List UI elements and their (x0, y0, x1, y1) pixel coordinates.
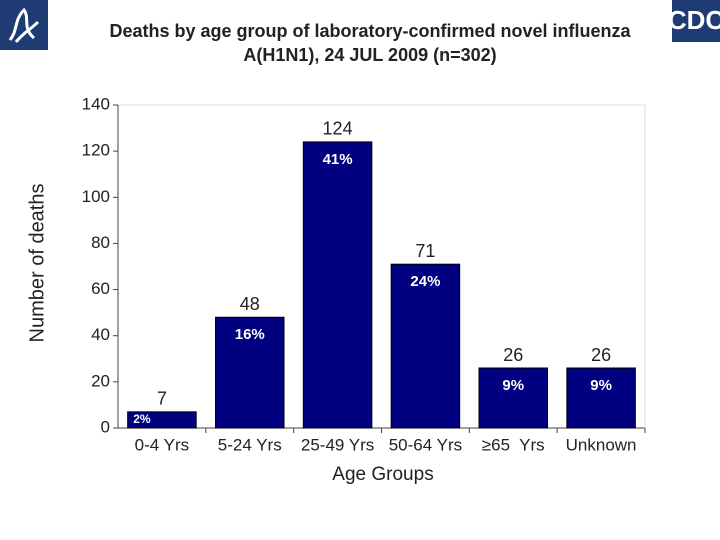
value-label: 7 (157, 389, 167, 409)
logo-text: CDC (668, 5, 720, 35)
share-label: 16% (235, 326, 265, 343)
share-label: 41% (323, 151, 353, 168)
bar (390, 263, 461, 429)
hhs-logo (0, 0, 48, 50)
y-tick-label: 20 (91, 371, 110, 390)
x-tick-label: Unknown (566, 435, 637, 454)
value-label: 26 (591, 345, 611, 365)
y-tick-label: 140 (82, 94, 110, 113)
y-tick-label: 120 (82, 141, 110, 160)
bar (566, 367, 636, 429)
x-tick-label: 25-49 Yrs (301, 435, 374, 454)
x-tick-label: 5-24 Yrs (218, 435, 282, 454)
bar (478, 367, 549, 429)
x-tick-label: ≥65 Yrs (482, 435, 545, 454)
share-label: 24% (410, 273, 440, 290)
x-axis-label: Age Groups (332, 464, 433, 485)
y-tick-label: 60 (91, 279, 110, 298)
x-tick-label: 0-4 Yrs (135, 435, 190, 454)
cdc-logo: CDC (668, 0, 720, 42)
y-tick-label: 40 (91, 325, 110, 344)
value-label: 71 (415, 241, 435, 261)
x-tick-label: 50-64 Yrs (389, 435, 462, 454)
value-label: 26 (503, 345, 523, 365)
bar (214, 316, 285, 429)
chart-title: A(H1N1), 24 JUL 2009 (n=302) (243, 45, 496, 65)
y-tick-label: 0 (101, 417, 110, 436)
y-tick-label: 80 (91, 233, 110, 252)
bar (302, 141, 373, 429)
share-label: 9% (590, 377, 612, 394)
y-tick-label: 100 (82, 187, 110, 206)
value-label: 124 (323, 119, 353, 139)
share-label: 9% (502, 377, 524, 394)
plot-frame (117, 104, 646, 429)
chart-title: Deaths by age group of laboratory-confir… (109, 21, 631, 41)
value-label: 48 (240, 294, 260, 314)
y-axis-label: Number of deaths (26, 184, 48, 343)
share-label: 2% (133, 412, 151, 426)
bar (127, 411, 197, 429)
